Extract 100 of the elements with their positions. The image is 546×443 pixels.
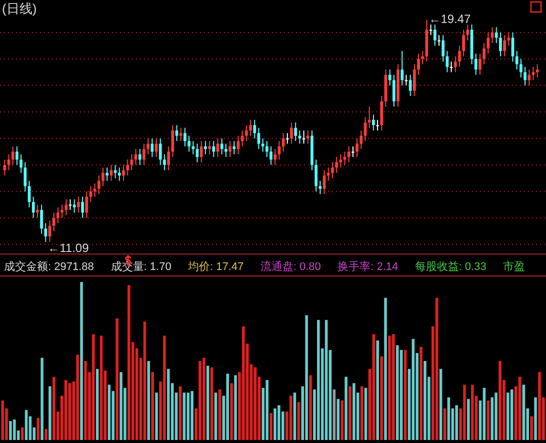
bar — [455, 405, 458, 440]
bar — [80, 282, 83, 440]
candlestick — [524, 66, 526, 86]
candlestick — [450, 61, 453, 73]
candlestick — [72, 198, 76, 214]
candlestick — [503, 34, 506, 57]
bar — [396, 345, 399, 440]
candlestick — [380, 96, 384, 131]
candlestick — [192, 140, 195, 155]
bar — [206, 366, 210, 440]
bar — [467, 398, 470, 440]
bar — [376, 340, 380, 440]
candlestick — [200, 140, 203, 163]
candlestick — [454, 56, 457, 73]
bar — [348, 386, 352, 440]
candlestick — [184, 127, 186, 147]
candlestick — [274, 148, 277, 166]
text: 每股收益: 0.33 — [414, 261, 486, 273]
annotation: ←11.09 — [48, 241, 90, 255]
bar — [522, 384, 526, 440]
bar — [352, 383, 356, 440]
bar — [317, 320, 320, 440]
candlestick — [114, 164, 117, 179]
candlestick — [138, 148, 142, 166]
text: 换手率: 2.14 — [338, 260, 398, 273]
bar — [270, 413, 272, 440]
text: 流通盘: 0.80 — [260, 260, 321, 273]
candlestick — [532, 66, 535, 81]
bar — [120, 372, 122, 440]
bar — [305, 315, 308, 440]
candlestick — [438, 34, 440, 46]
candlestick — [474, 53, 478, 76]
bar — [278, 405, 280, 440]
bar — [297, 402, 300, 440]
candlestick — [52, 212, 56, 232]
candlestick — [339, 154, 342, 168]
bar — [384, 298, 387, 440]
bar — [534, 397, 537, 440]
bar — [108, 384, 111, 440]
bar — [1, 400, 4, 440]
bar — [202, 358, 206, 440]
candlestick — [392, 74, 396, 108]
candlestick — [179, 127, 182, 142]
bar — [530, 416, 533, 440]
candlestick — [520, 58, 522, 78]
bar — [167, 368, 170, 440]
candlestick — [188, 135, 190, 152]
bar — [293, 392, 296, 440]
bar — [147, 361, 150, 440]
candlestick — [372, 114, 375, 131]
candlestick — [298, 130, 302, 144]
candlestick — [507, 32, 510, 46]
bar — [190, 391, 194, 440]
candlestick — [44, 222, 48, 242]
text: 成交金额: 2971.88 — [4, 260, 94, 273]
bar — [482, 388, 486, 440]
bar — [344, 376, 348, 440]
candlestick — [158, 138, 162, 166]
candlestick — [68, 198, 72, 210]
candlestick — [486, 32, 490, 54]
candlestick — [335, 156, 338, 174]
candlestick — [232, 140, 236, 155]
candlestick — [32, 196, 35, 218]
candlestick — [482, 42, 486, 65]
bar — [510, 389, 514, 440]
bar — [234, 375, 237, 440]
bar — [254, 367, 257, 440]
candlestick — [228, 140, 232, 158]
bar — [76, 354, 79, 440]
bar — [64, 380, 68, 440]
candlestick — [171, 124, 174, 158]
candlestick — [442, 34, 445, 62]
candlestick — [318, 180, 322, 195]
candlestick — [122, 164, 125, 182]
candlestick — [360, 130, 363, 150]
bar — [155, 392, 158, 440]
candlestick — [404, 74, 408, 86]
candlestick — [478, 53, 482, 76]
candlestick — [102, 167, 104, 187]
bar — [439, 368, 442, 440]
candlestick — [11, 146, 14, 166]
bar — [266, 380, 268, 440]
candlestick — [417, 53, 420, 76]
candlestick — [76, 196, 80, 214]
text: 均价: 17.47 — [187, 261, 244, 273]
candlestick — [286, 132, 289, 144]
candlestick — [466, 24, 470, 41]
candlestick — [7, 154, 10, 171]
bar — [13, 419, 16, 440]
candlestick — [146, 138, 150, 155]
bar — [116, 318, 118, 440]
candlestick — [249, 119, 252, 136]
bar — [380, 356, 383, 440]
candlestick — [167, 146, 170, 171]
candlestick — [64, 198, 68, 216]
bar — [412, 338, 415, 440]
bar — [538, 372, 541, 440]
bar — [210, 367, 214, 440]
bar — [92, 334, 95, 440]
candlestick — [290, 122, 293, 144]
